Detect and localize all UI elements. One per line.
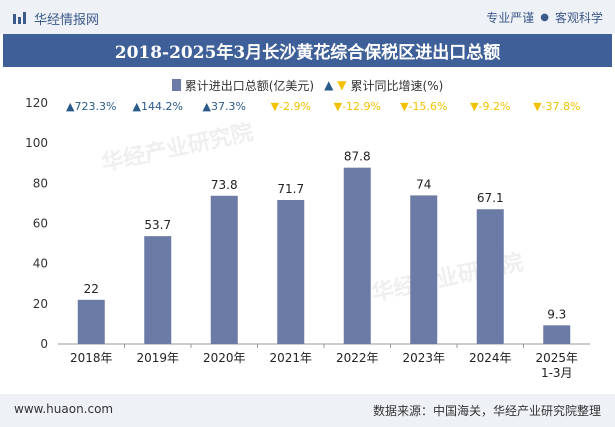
brand-name: 华经情报网 <box>34 13 100 28</box>
footer-website[interactable]: www.huaon.com <box>14 402 114 416</box>
chart-title: 2018-2025年3月长沙黄花综合保税区进出口总额 <box>3 34 612 67</box>
bar <box>210 195 238 344</box>
bar-value-label: 22 <box>84 282 99 296</box>
bar-swatch-icon <box>171 79 181 91</box>
bar-value-label: 71.7 <box>277 182 304 196</box>
x-tick-label: 2024年 <box>469 351 512 365</box>
x-tick-label: 2019年 <box>136 351 179 365</box>
legend-label-growth: 累计同比增速(%) <box>350 78 444 93</box>
bar-value-label: 67.1 <box>477 191 504 205</box>
x-tick-label: 1-3月 <box>541 366 573 380</box>
triangle-up-icon: ▲ <box>324 78 334 92</box>
footer-source: 数据来源：中国海关，华经产业研究院整理 <box>372 404 601 418</box>
bar-value-label: 9.3 <box>547 307 566 321</box>
footer: www.huaon.com 数据来源：中国海关，华经产业研究院整理 <box>0 394 615 427</box>
chart-legend: 累计进出口总额(亿美元) ▲ ▼ 累计同比增速(%) <box>0 76 615 94</box>
bar-value-label: 74 <box>416 177 431 191</box>
y-tick-label: 120 <box>25 96 48 110</box>
dot-separator-icon: ● <box>540 12 549 23</box>
y-tick-label: 100 <box>25 136 48 150</box>
x-tick-label: 2018年 <box>70 351 113 365</box>
bar <box>277 200 305 344</box>
growth-label: ▼-15.6% <box>400 100 447 113</box>
x-tick-label: 2025年 <box>535 351 578 365</box>
y-tick-label: 0 <box>40 337 48 351</box>
tagline-1: 专业严谨 <box>486 11 535 25</box>
growth-label: ▼-2.9% <box>271 100 311 113</box>
growth-label: ▲723.3% <box>66 100 116 113</box>
y-tick-label: 60 <box>33 217 48 231</box>
legend-label-total: 累计进出口总额(亿美元) <box>184 78 315 93</box>
growth-label: ▲144.2% <box>133 100 183 113</box>
brand[interactable]: 华经情报网 <box>12 9 99 28</box>
growth-label: ▲37.3% <box>203 100 246 113</box>
y-tick-label: 40 <box>33 257 48 271</box>
x-tick-label: 2023年 <box>402 351 445 365</box>
tagline: 专业严谨 ● 客观科学 <box>486 9 603 26</box>
growth-label: ▼-37.8% <box>533 100 580 113</box>
bar <box>410 195 438 344</box>
logo-icon <box>13 11 26 24</box>
tagline-2: 客观科学 <box>554 11 603 25</box>
top-banner: 华经情报网 专业严谨 ● 客观科学 <box>0 0 615 34</box>
triangle-down-icon: ▼ <box>337 78 347 92</box>
x-tick-label: 2021年 <box>269 351 312 365</box>
bar-value-label: 73.8 <box>211 178 238 192</box>
bar <box>77 299 105 344</box>
y-tick-label: 80 <box>33 176 48 190</box>
bar-value-label: 53.7 <box>144 218 171 232</box>
bar <box>476 209 504 344</box>
bar-value-label: 87.8 <box>344 150 371 164</box>
y-tick-label: 20 <box>33 297 48 311</box>
bar <box>343 167 371 344</box>
legend-item-total[interactable]: 累计进出口总额(亿美元) <box>171 77 315 94</box>
bar <box>144 236 172 344</box>
bar <box>543 325 571 344</box>
legend-item-growth[interactable]: ▲ ▼ 累计同比增速(%) <box>324 77 443 94</box>
x-tick-label: 2020年 <box>203 351 246 365</box>
growth-label: ▼-9.2% <box>470 100 510 113</box>
x-tick-label: 2022年 <box>336 351 379 365</box>
growth-label: ▼-12.9% <box>334 100 381 113</box>
